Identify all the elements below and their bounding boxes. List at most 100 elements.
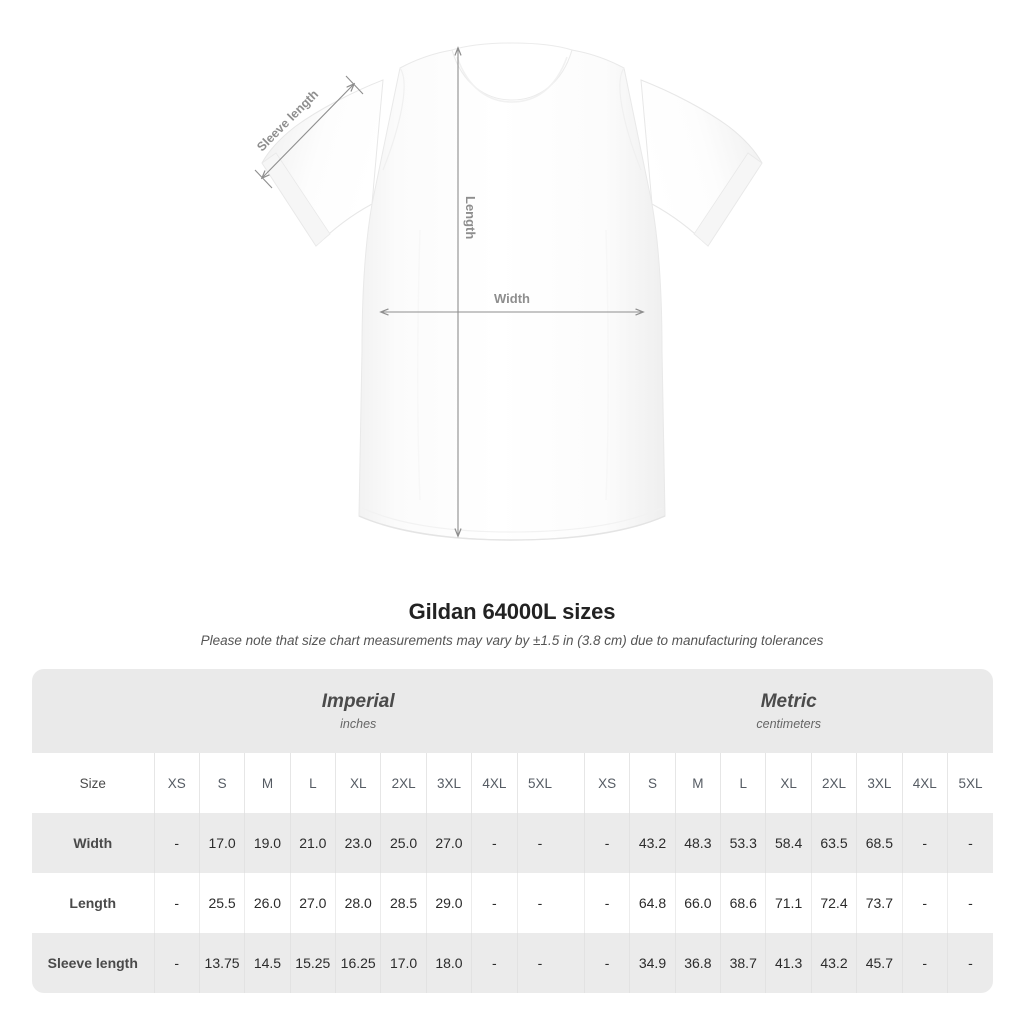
size-header-imperial-l: L [289,753,336,813]
cell-imperial-s: 17.0 [198,813,245,873]
cell-metric-4xl: - [901,813,948,873]
cell-imperial-s: 13.75 [198,933,245,993]
cell-imperial-xs: - [153,813,200,873]
sleeve-length-arrow [262,84,354,178]
left-shoulder-seam [382,67,405,171]
cell-imperial-xl: 28.0 [335,873,381,933]
unit-banner-row: Imperial inches Metric centimeters [32,669,993,753]
unit-section-imperial-name: Imperial [321,690,395,712]
cell-imperial-l: 21.0 [289,813,336,873]
size-header-metric-4xl: 4XL [901,753,948,813]
size-header-metric-m: M [674,753,721,813]
table-row: Sleeve length -13.75 14.5 15.25 16.25 17.0 18.… [32,933,993,993]
cell-imperial-xs: - [153,873,200,933]
cell-metric-5xl: - [946,933,993,993]
width-label: Width [494,291,530,306]
bottom-hem-stitch [361,507,663,533]
bottom-hem [358,515,666,541]
size-header-imperial-s: S [198,753,245,813]
size-header-imperial-3xl: 3XL [425,753,472,813]
size-header-imperial-5xl: 5XL [516,753,563,813]
right-sleeve-hem [693,152,763,247]
cell-metric-3xl: 45.7 [856,933,903,993]
unit-section-metric: Metric centimeters [584,669,993,753]
table-row: Length -25.5 26.0 27.0 28.0 28.5 29.0- - -64.8 66… [32,873,993,933]
cell-metric-4xl: - [901,933,948,993]
section-divider [562,933,585,993]
tolerance-note: Please note that size chart measurements… [200,633,824,648]
cell-imperial-2xl: 25.0 [380,813,427,873]
unit-section-imperial: Imperial inches [154,669,563,753]
cell-imperial-3xl: 27.0 [425,813,472,873]
tshirt-shape [261,42,763,541]
cell-metric-5xl: - [946,873,993,933]
right-shoulder-seam [619,67,642,171]
row-label-sleeve-length: Sleeve length [32,933,155,993]
size-header-imperial-xs: XS [153,753,200,813]
cell-imperial-xl: 23.0 [335,813,381,873]
size-header-metric-xl: XL [765,753,812,813]
table-row: Width -17.0 19.0 21.0 23.0 25.0 27.0- - -43.2 48.… [32,813,993,873]
cell-metric-5xl: - [946,813,993,873]
cell-metric-xl: 41.3 [765,933,812,993]
cell-metric-4xl: - [901,873,948,933]
cell-metric-2xl: 72.4 [810,873,857,933]
cell-metric-xl: 58.4 [765,813,812,873]
section-divider [562,873,585,933]
cell-imperial-2xl: 17.0 [380,933,427,993]
chart-heading: Gildan 64000L sizes Please note that siz… [0,598,1024,650]
cell-metric-s: 64.8 [629,873,676,933]
cell-metric-xs: - [583,813,630,873]
page-title: Gildan 64000L sizes [408,599,616,624]
sleeve-tick-end [345,75,364,95]
cell-imperial-xs: - [153,933,200,993]
cell-imperial-m: 19.0 [244,813,291,873]
cell-imperial-3xl: 29.0 [425,873,472,933]
cell-imperial-2xl: 28.5 [380,873,427,933]
row-label-length: Length [32,873,155,933]
cell-metric-l: 38.7 [720,933,766,993]
cell-imperial-4xl: - [471,933,518,993]
cell-metric-2xl: 63.5 [810,813,857,873]
cell-imperial-5xl: - [516,873,563,933]
cell-imperial-l: 15.25 [289,933,336,993]
cell-metric-3xl: 73.7 [856,873,903,933]
column-header-size: Size [32,753,155,813]
size-header-metric-l: L [720,753,766,813]
size-chart-table: Imperial inches Metric centimeters Size XS S M L… [32,669,993,993]
size-header-imperial-2xl: 2XL [380,753,427,813]
fold-left [416,229,421,501]
size-header-metric-3xl: 3XL [856,753,903,813]
cell-imperial-m: 14.5 [244,933,291,993]
fold-right [605,229,610,501]
cell-metric-m: 66.0 [674,873,721,933]
size-header-metric-s: S [629,753,676,813]
cell-imperial-5xl: - [516,933,563,993]
cell-imperial-3xl: 18.0 [425,933,472,993]
section-divider [562,813,585,873]
size-header-metric-2xl: 2XL [810,753,857,813]
collar [451,42,573,101]
garment-illustration: Length Width Sleeve length [254,42,763,541]
cell-metric-l: 53.3 [720,813,766,873]
sleeve-tick-start [254,169,273,189]
unit-banner-gap [562,669,585,753]
cell-metric-xs: - [583,873,630,933]
unit-section-metric-name: Metric [760,690,817,712]
size-header-imperial-xl: XL [335,753,381,813]
cell-metric-m: 48.3 [674,813,721,873]
cell-imperial-5xl: - [516,813,563,873]
row-label-width: Width [32,813,155,873]
unit-section-imperial-sub: inches [340,716,377,731]
size-header-metric-xs: XS [583,753,630,813]
length-annotation: Length [458,48,478,536]
cell-metric-2xl: 43.2 [810,933,857,993]
size-table: Imperial inches Metric centimeters Size XS S M L… [32,669,993,993]
length-label: Length [463,196,478,239]
collar-ribbing [456,56,568,103]
size-header-imperial-4xl: 4XL [471,753,518,813]
cell-imperial-4xl: - [471,813,518,873]
cell-metric-xs: - [583,933,630,993]
width-annotation: Width [381,291,643,312]
size-header-imperial-m: M [244,753,291,813]
